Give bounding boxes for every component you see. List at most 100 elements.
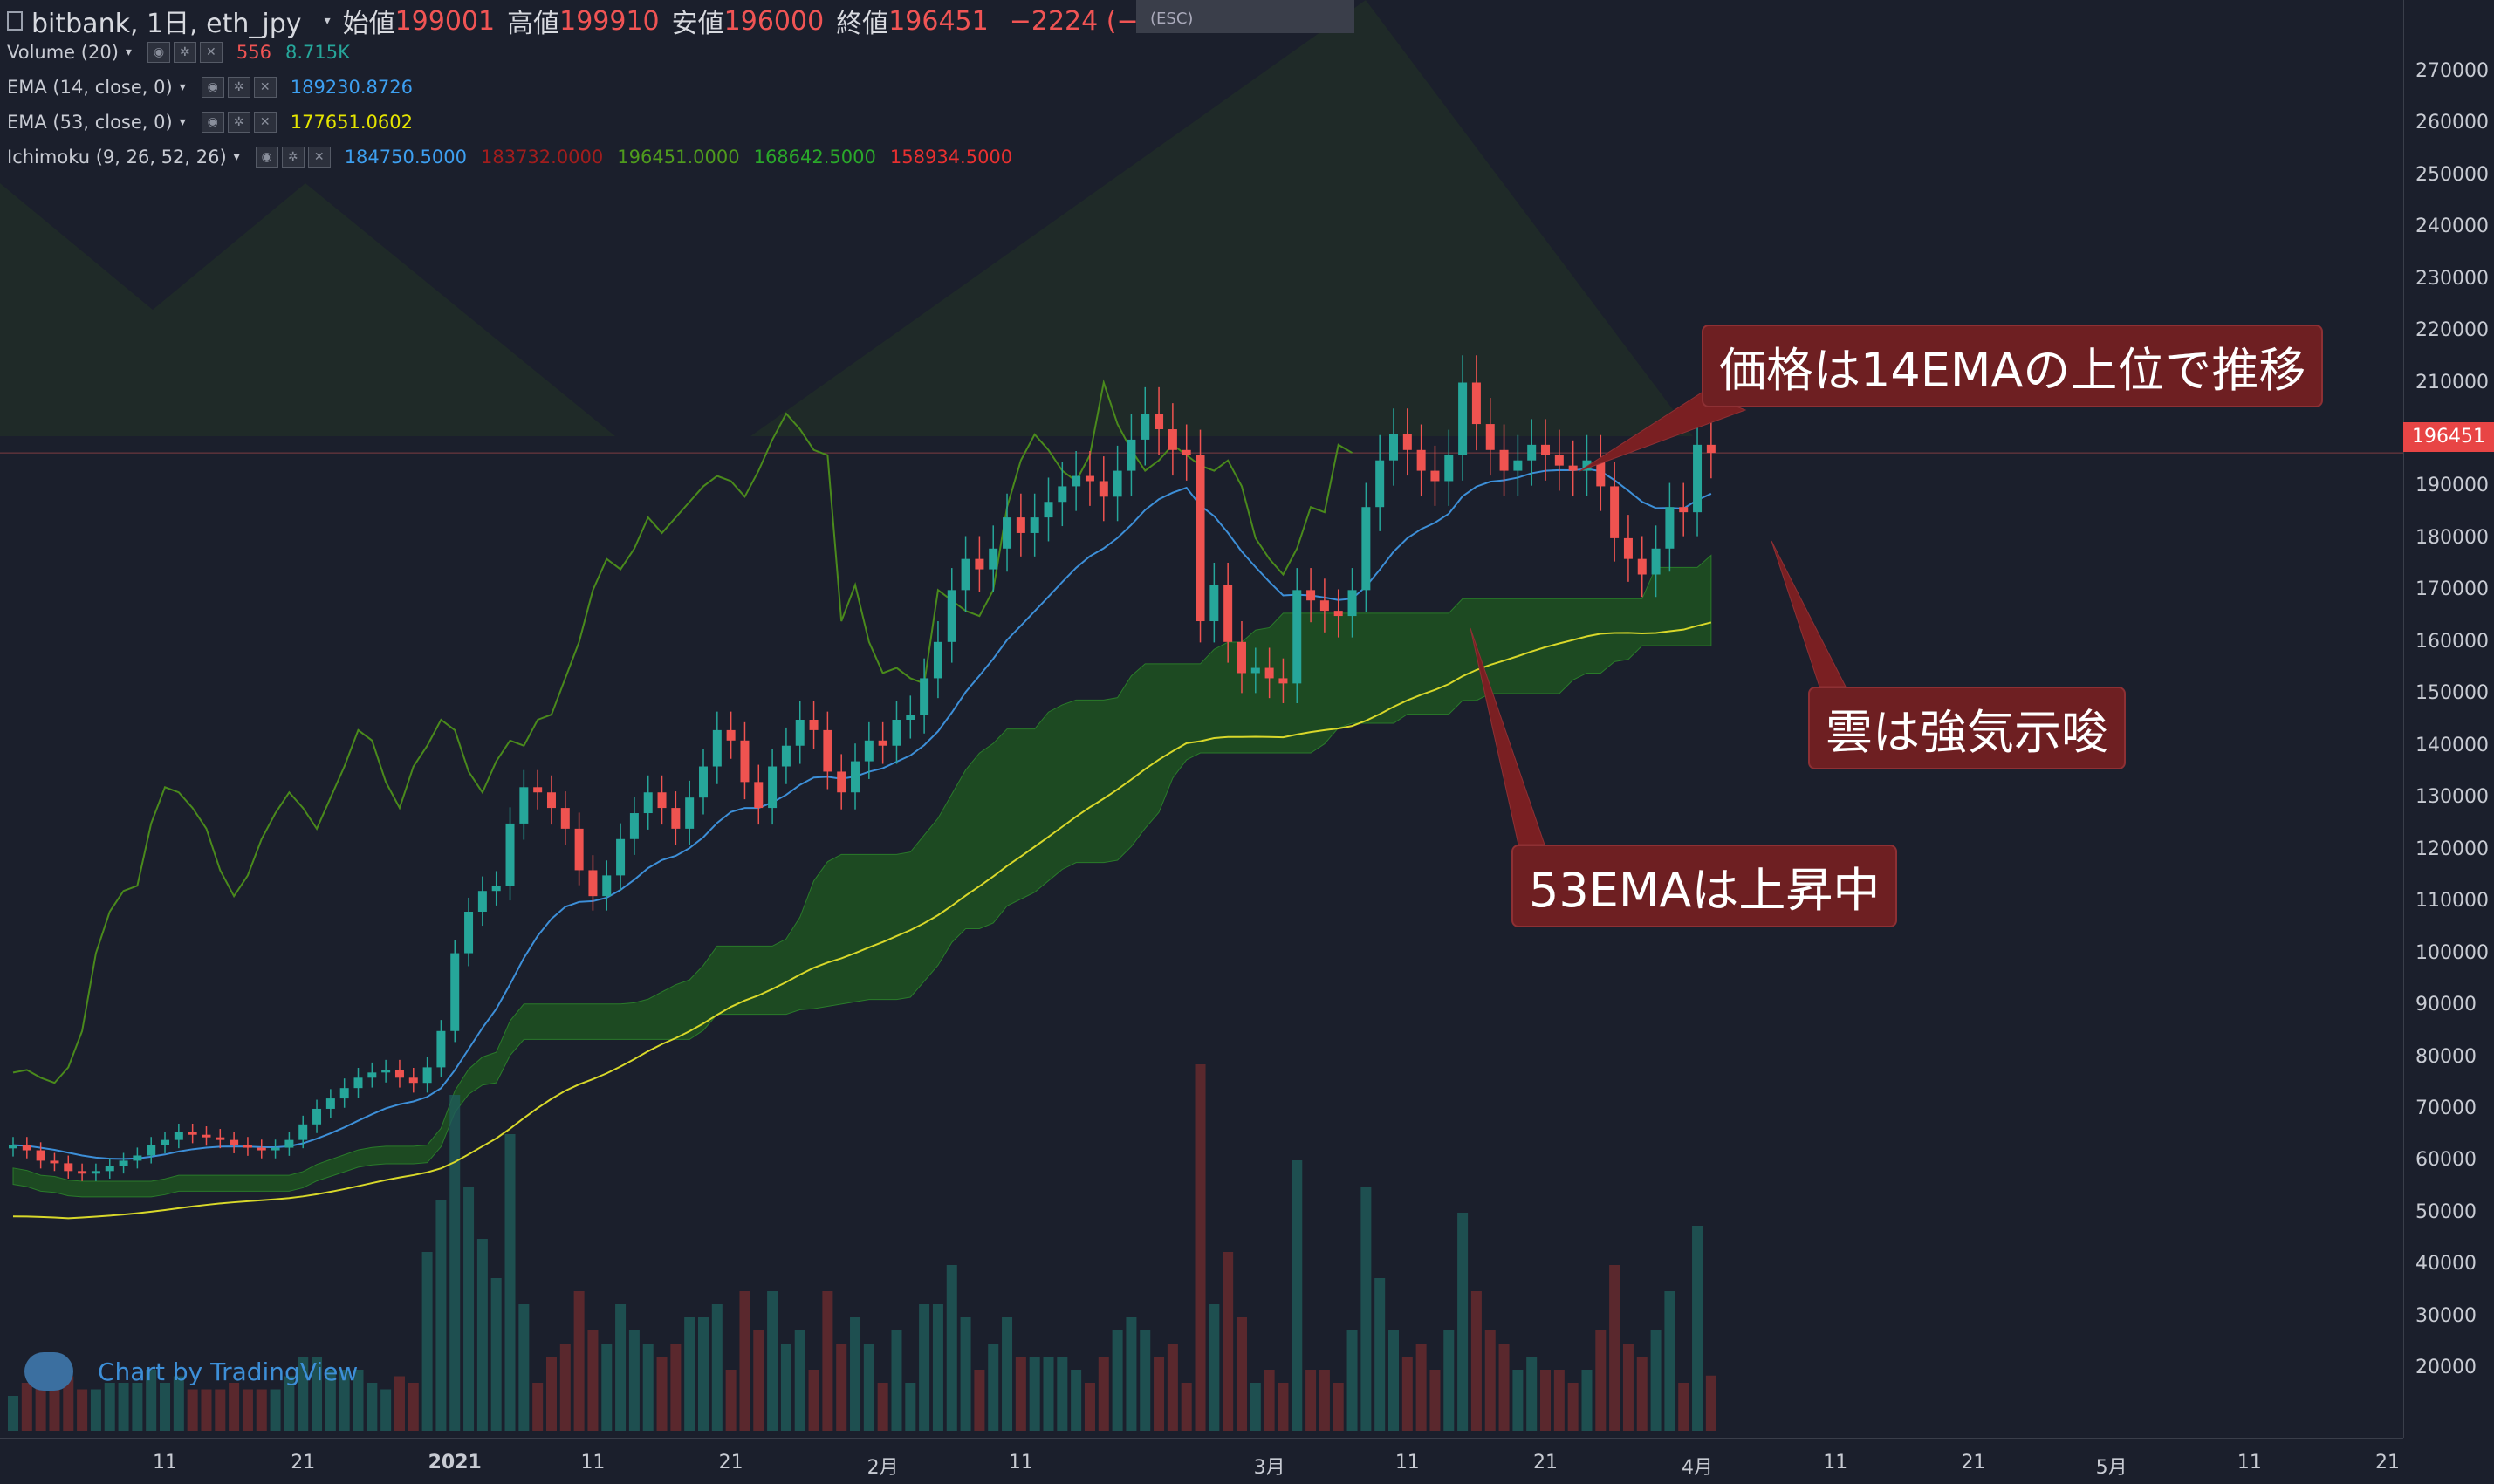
volume-bar — [974, 1370, 985, 1431]
annotation-callout[interactable]: 雲は強気示唆 — [1808, 687, 2126, 769]
volume-bar — [587, 1330, 599, 1431]
candle — [616, 823, 626, 891]
indicator-dropdown-icon[interactable]: ▾ — [179, 80, 186, 94]
candle — [1333, 589, 1343, 638]
candle-body — [1085, 475, 1094, 482]
volume-bar — [325, 1370, 336, 1431]
volume-bar — [490, 1278, 502, 1431]
price-tick-label: 100000 — [2415, 941, 2489, 964]
candle-body — [394, 1070, 404, 1078]
annotation-callout[interactable]: 53EMAは上昇中 — [1511, 845, 1898, 927]
volume-bar — [1609, 1265, 1620, 1431]
annotation-callout[interactable]: 価格は14EMAの上位で推移 — [1702, 325, 2324, 407]
gear-icon[interactable]: ✲ — [227, 112, 250, 133]
candle-body — [50, 1160, 59, 1164]
candle — [381, 1059, 391, 1083]
indicator-buttons: ◉ ✲ ✕ — [255, 147, 331, 168]
candle-body — [1016, 517, 1025, 533]
price-tick-label: 110000 — [2415, 890, 2489, 913]
candle-body — [119, 1160, 128, 1166]
candle — [36, 1142, 45, 1169]
volume-bar — [1553, 1370, 1565, 1431]
candle-body — [1568, 465, 1578, 471]
volume-bar — [891, 1330, 902, 1431]
candle-body — [1513, 460, 1523, 471]
candle-body — [1527, 444, 1537, 461]
eye-icon[interactable]: ◉ — [255, 147, 278, 168]
candle-body — [574, 828, 584, 871]
volume-bar — [1002, 1317, 1013, 1431]
volume-bar — [739, 1291, 750, 1431]
candle — [560, 791, 570, 845]
ema14-line — [12, 468, 1712, 1160]
time-tick-label: 21 — [2375, 1452, 2401, 1474]
price-tick-label: 260000 — [2415, 112, 2489, 134]
indicator-label[interactable]: Ichimoku (9, 26, 52, 26) — [7, 147, 227, 168]
candle — [147, 1137, 156, 1164]
indicator-label[interactable]: EMA (14, close, 0) — [7, 77, 173, 98]
close-icon[interactable]: ✕ — [199, 42, 223, 63]
volume-bar — [1429, 1370, 1441, 1431]
indicator-dropdown-icon[interactable]: ▾ — [125, 45, 132, 59]
close-icon[interactable]: ✕ — [253, 77, 277, 98]
annotation-pointer — [1771, 540, 1847, 687]
candle-body — [864, 740, 874, 762]
collapse-legend-icon[interactable] — [7, 11, 23, 31]
candle-body — [1637, 558, 1647, 575]
gear-icon[interactable]: ✲ — [227, 77, 250, 98]
symbol-title[interactable]: bitbank, 1日, eth_jpy — [31, 9, 302, 39]
volume-bar — [1181, 1383, 1192, 1431]
esc-hint[interactable]: (ESC) — [1136, 0, 1354, 33]
candle-body — [947, 590, 956, 642]
close-icon[interactable]: ✕ — [307, 147, 331, 168]
candle-body — [353, 1077, 363, 1089]
time-tick-label: 21 — [291, 1452, 316, 1474]
candle — [920, 658, 929, 734]
volume-bar — [1292, 1160, 1303, 1431]
time-axis[interactable] — [0, 1438, 2403, 1484]
time-tick-label: 11 — [1823, 1452, 1848, 1474]
volume-bar — [711, 1304, 723, 1431]
indicator-label[interactable]: Volume (20) — [7, 42, 119, 63]
candle — [1209, 562, 1219, 643]
candle — [1665, 482, 1675, 572]
volume-bar — [559, 1344, 571, 1431]
price-axis[interactable] — [2403, 0, 2494, 1438]
eye-icon[interactable]: ◉ — [147, 42, 170, 63]
candle-body — [685, 797, 695, 829]
volume-bar — [132, 1383, 143, 1431]
gear-icon[interactable]: ✲ — [281, 147, 305, 168]
volume-bar — [1195, 1064, 1206, 1431]
symbol-dropdown-icon[interactable]: ▾ — [324, 14, 331, 28]
candle-body — [133, 1155, 142, 1161]
volume-bar — [1650, 1330, 1662, 1431]
candle — [629, 797, 639, 855]
gear-icon[interactable]: ✲ — [173, 42, 196, 63]
indicator-label[interactable]: EMA (53, close, 0) — [7, 112, 173, 133]
volume-bar — [1098, 1357, 1109, 1431]
candle-body — [230, 1139, 239, 1145]
volume-bar — [767, 1291, 778, 1431]
volume-bar — [229, 1383, 240, 1431]
eye-icon[interactable]: ◉ — [201, 112, 224, 133]
volume-bar — [628, 1330, 640, 1431]
candle-body — [325, 1098, 335, 1109]
candle-body — [616, 838, 626, 876]
candle — [1651, 525, 1661, 598]
eye-icon[interactable]: ◉ — [201, 77, 224, 98]
candle-body — [1319, 600, 1329, 612]
indicator-dropdown-icon[interactable]: ▾ — [233, 150, 240, 164]
candle-body — [712, 729, 722, 767]
indicator-dropdown-icon[interactable]: ▾ — [179, 115, 186, 129]
volume-bar — [63, 1376, 74, 1431]
volume-bar — [1305, 1370, 1317, 1431]
volume-bar — [1264, 1370, 1275, 1431]
candle-body — [1196, 455, 1205, 622]
price-tick-label: 50000 — [2415, 1200, 2477, 1223]
tradingview-watermark[interactable]: Chart by TradingView — [24, 1352, 358, 1391]
candle — [1113, 445, 1122, 522]
close-icon[interactable]: ✕ — [253, 112, 277, 133]
volume-bar — [1636, 1357, 1648, 1431]
